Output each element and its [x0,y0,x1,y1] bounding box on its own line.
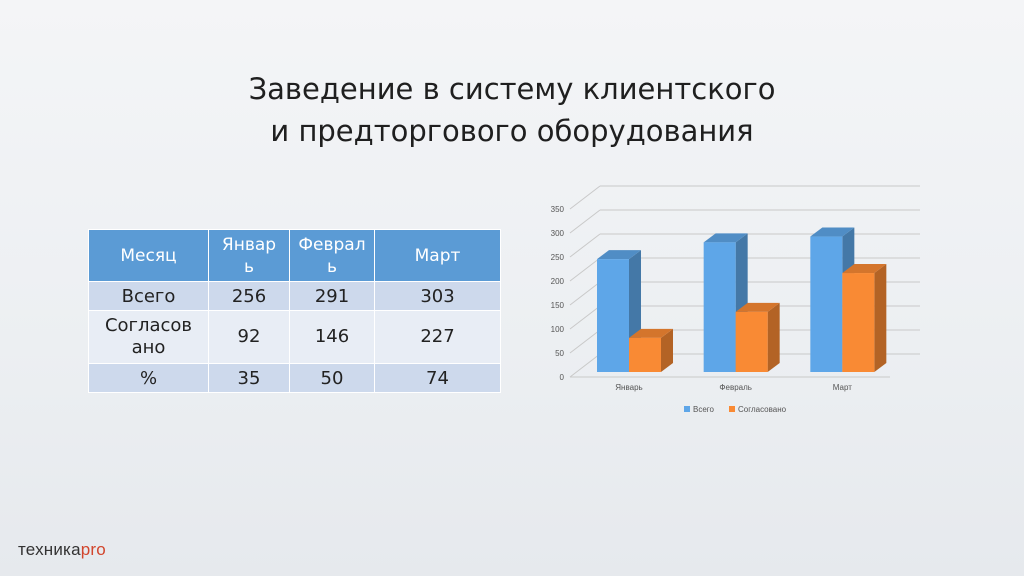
y-tick-label: 100 [551,325,565,334]
legend-label: Согласовано [738,405,787,414]
slide-title: Заведение в систему клиентского и предто… [0,68,1024,152]
table-cell: 256 [208,281,290,311]
y-tick-label: 200 [551,277,565,286]
y-tick-label: 250 [551,253,565,262]
table-header-cell: Месяц [88,229,209,282]
bar [735,311,768,372]
table-header-cell: Март [374,229,501,282]
logo-text: техника [18,540,81,559]
table-cell: 92 [208,310,290,364]
bar-top [842,264,887,274]
table-header-cell: Январ ь [208,229,290,282]
table-cell: 303 [374,281,501,311]
y-tick-label: 150 [551,301,565,310]
table-cell: 35 [208,363,290,393]
table-cell: % [88,363,209,393]
table-cell: 50 [289,363,375,393]
table-row: Согласов ано 92 146 227 [88,310,501,364]
y-tick-label: 300 [551,229,565,238]
table-header-row: Месяц Январ ь Феврал ь Март [88,229,501,282]
bar-top [629,328,673,338]
table-cell: Согласов ано [88,310,209,364]
y-tick-label: 0 [560,373,565,382]
title-line-1: Заведение в систему клиентского [248,72,776,106]
bar-top [703,233,748,243]
legend-swatch [684,406,690,412]
y-tick-label: 350 [551,205,565,214]
legend-swatch [729,406,735,412]
bar [842,273,875,372]
gridline-depth [569,281,601,306]
table-cell: 146 [289,310,375,364]
data-table: Месяц Январ ь Феврал ь Март Всего 256 29… [88,229,501,393]
table-cell: 74 [374,363,501,393]
x-tick-label: Март [833,383,852,392]
gridline-depth [569,257,601,282]
y-tick-label: 50 [555,349,564,358]
gridline-depth [569,305,601,330]
bar-chart: 0 50 100 150 200 250 300 350 Январь Февраль Март Вс… [551,185,920,414]
bar [810,236,843,372]
legend-label: Всего [693,405,715,414]
table-cell: Всего [88,281,209,311]
table-cell: 291 [289,281,375,311]
gridline-depth [569,329,601,354]
gridline-depth [569,185,601,210]
table-cell: 227 [374,310,501,364]
logo-accent-text: pro [80,540,106,559]
title-line-2: и предторгового оборудования [270,114,754,148]
gridline-depth [569,353,601,378]
bar-side [661,328,673,372]
bar-side [767,302,780,372]
x-tick-label: Январь [615,383,642,392]
bar-top [810,227,855,237]
gridline-depth [569,209,601,234]
bar [629,337,661,372]
gridline-depth [569,233,601,258]
x-tick-label: Февраль [719,383,752,392]
bar-top [735,302,780,312]
bar [597,259,629,372]
table-header-cell: Феврал ь [289,229,375,282]
brand-logo: техникаpro [18,540,106,560]
table-row: Всего 256 291 303 [88,281,501,311]
table-row: % 35 50 74 [88,363,501,393]
bar-side [874,264,887,372]
bar [703,242,736,372]
bar-top [597,250,641,260]
